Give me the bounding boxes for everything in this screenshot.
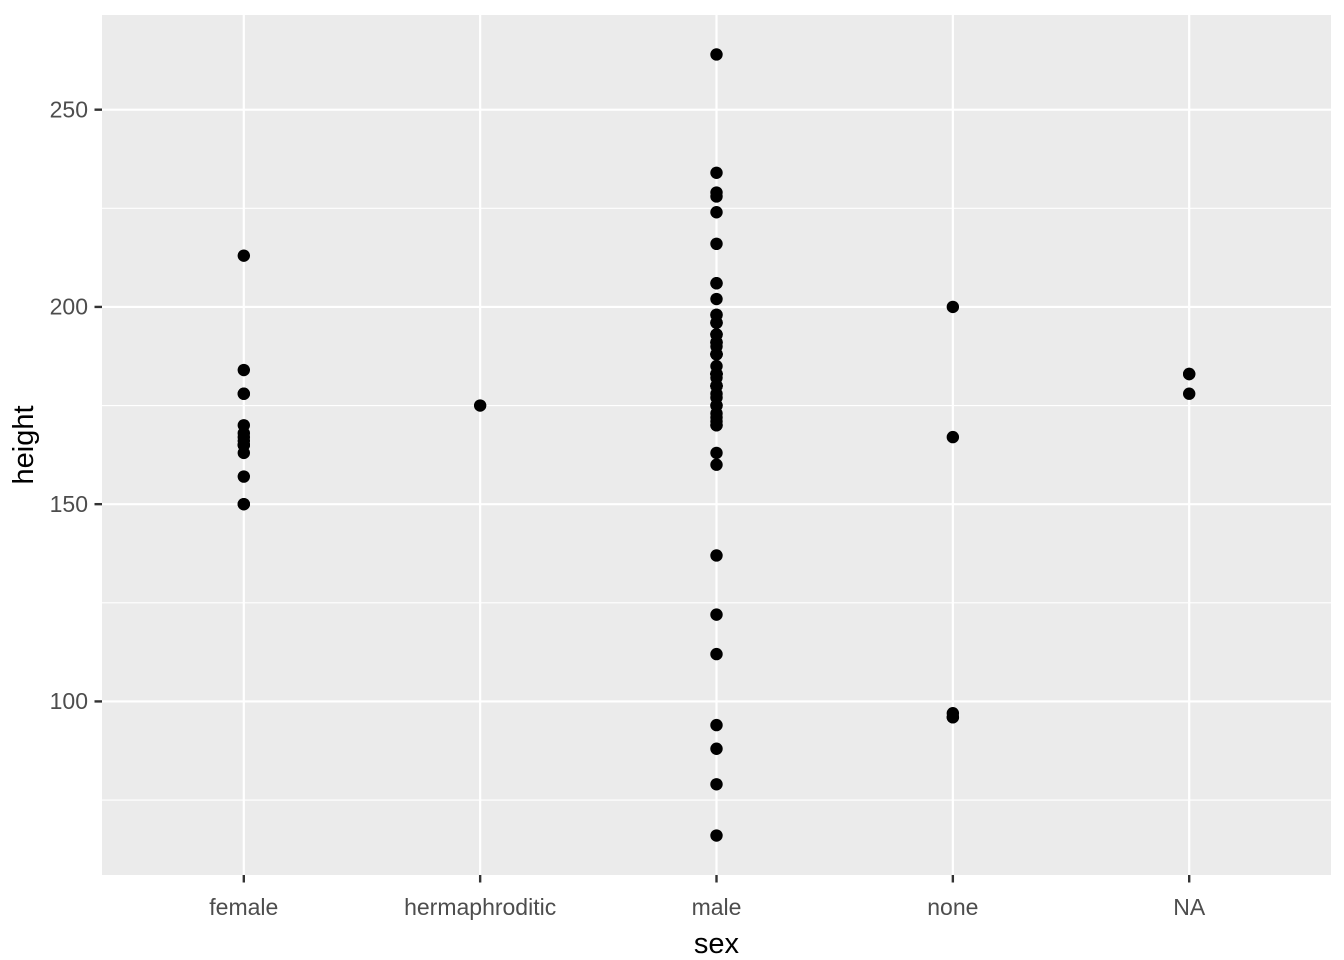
- data-point: [473, 399, 487, 412]
- data-point: [710, 48, 723, 61]
- data-point: [710, 778, 723, 791]
- data-point: [237, 497, 251, 511]
- data-point: [710, 718, 723, 732]
- y-axis-tick-labels: 100 150 200 250: [50, 96, 88, 714]
- y-tick-label: 150: [50, 491, 88, 517]
- axis-tick-marks: [94, 108, 1191, 883]
- data-point: [237, 446, 251, 460]
- y-tick-label: 200: [50, 294, 88, 320]
- data-point: [710, 458, 723, 471]
- data-point: [946, 430, 960, 444]
- x-tick-label: female: [209, 894, 278, 920]
- y-axis-title: height: [8, 405, 40, 484]
- x-tick-label: male: [692, 894, 742, 920]
- data-point: [710, 237, 723, 251]
- data-point: [237, 363, 251, 377]
- data-point: [237, 249, 251, 262]
- x-tick-label: hermaphroditic: [404, 894, 556, 920]
- data-point: [710, 292, 723, 306]
- major-gridlines: [102, 15, 1331, 875]
- data-point: [946, 711, 960, 724]
- data-point: [710, 446, 723, 460]
- data-point: [710, 166, 723, 179]
- x-axis-tick-labels: female hermaphroditic male none NA: [209, 894, 1206, 920]
- y-tick-label: 100: [50, 688, 88, 714]
- data-point: [710, 647, 723, 661]
- data-point: [710, 419, 723, 432]
- data-point: [710, 316, 723, 329]
- data-point: [710, 608, 723, 621]
- data-point: [946, 300, 960, 314]
- x-tick-label: NA: [1173, 894, 1206, 920]
- x-tick-label: none: [927, 894, 978, 920]
- data-point: [710, 549, 723, 562]
- y-tick-label: 250: [50, 96, 88, 122]
- data-point: [710, 206, 723, 219]
- data-point: [710, 742, 723, 755]
- data-point: [710, 190, 723, 203]
- data-point: [710, 348, 723, 361]
- data-point: [237, 387, 251, 400]
- data-point: [1182, 367, 1196, 381]
- data-points: [237, 48, 1196, 842]
- data-point: [710, 829, 723, 842]
- data-point: [710, 277, 723, 290]
- x-axis-title: sex: [694, 928, 740, 960]
- data-point: [237, 470, 251, 483]
- data-point: [1182, 387, 1196, 400]
